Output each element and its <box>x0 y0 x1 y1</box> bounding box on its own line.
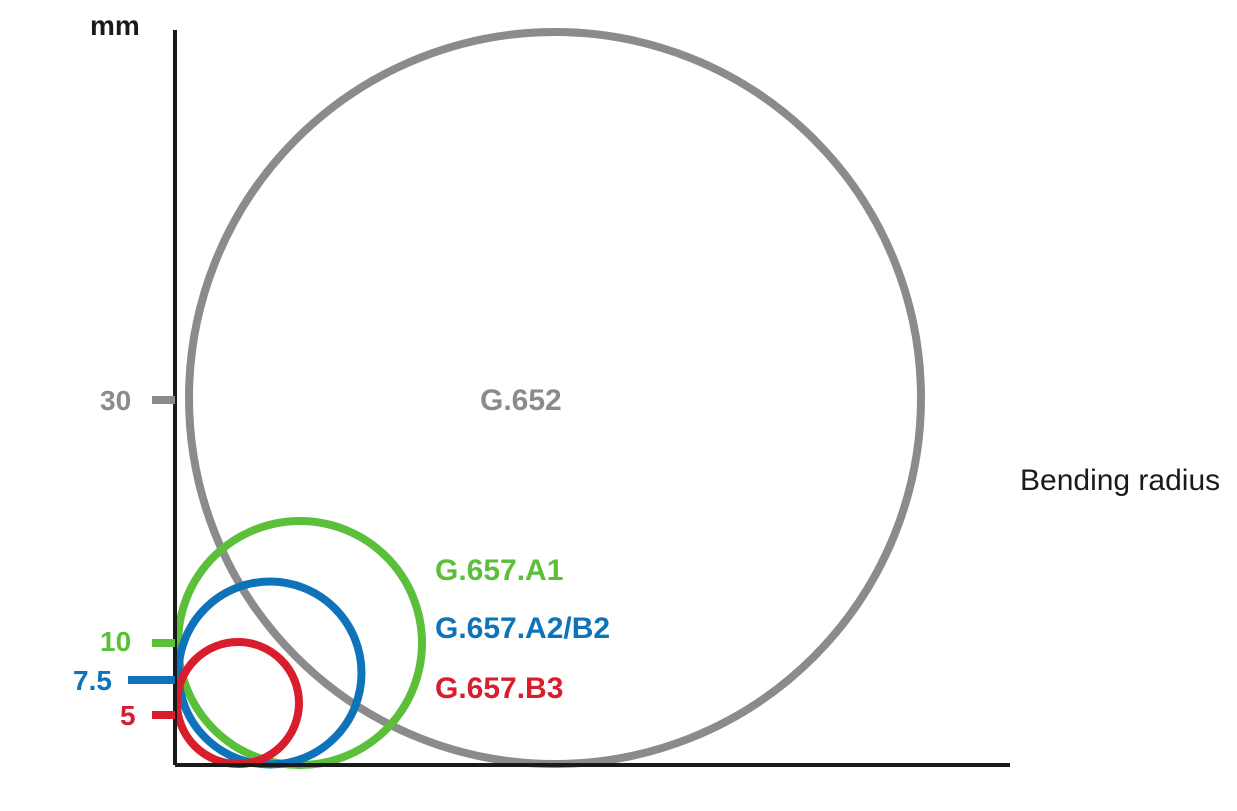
circle-g657a2b2 <box>179 582 362 765</box>
tick-label-5: 5 <box>120 700 136 731</box>
label-g657b3: G.657.B3 <box>435 672 563 705</box>
bending-radius-chart: mm 30 10 7.5 5 G.652 G.657.A1 G.657.A2/B… <box>0 0 1237 811</box>
tick-label-30: 30 <box>100 385 131 416</box>
tick-label-7-5: 7.5 <box>73 665 112 696</box>
tick-label-10: 10 <box>100 626 131 657</box>
side-label: Bending radius <box>1020 464 1220 497</box>
label-g657a1: G.657.A1 <box>435 554 563 587</box>
chart-svg: mm 30 10 7.5 5 G.652 G.657.A1 G.657.A2/B… <box>0 0 1237 811</box>
label-g652: G.652 <box>480 384 562 417</box>
label-g657a2b2: G.657.A2/B2 <box>435 612 610 645</box>
unit-label: mm <box>90 10 140 41</box>
y-ticks-group <box>128 400 175 715</box>
